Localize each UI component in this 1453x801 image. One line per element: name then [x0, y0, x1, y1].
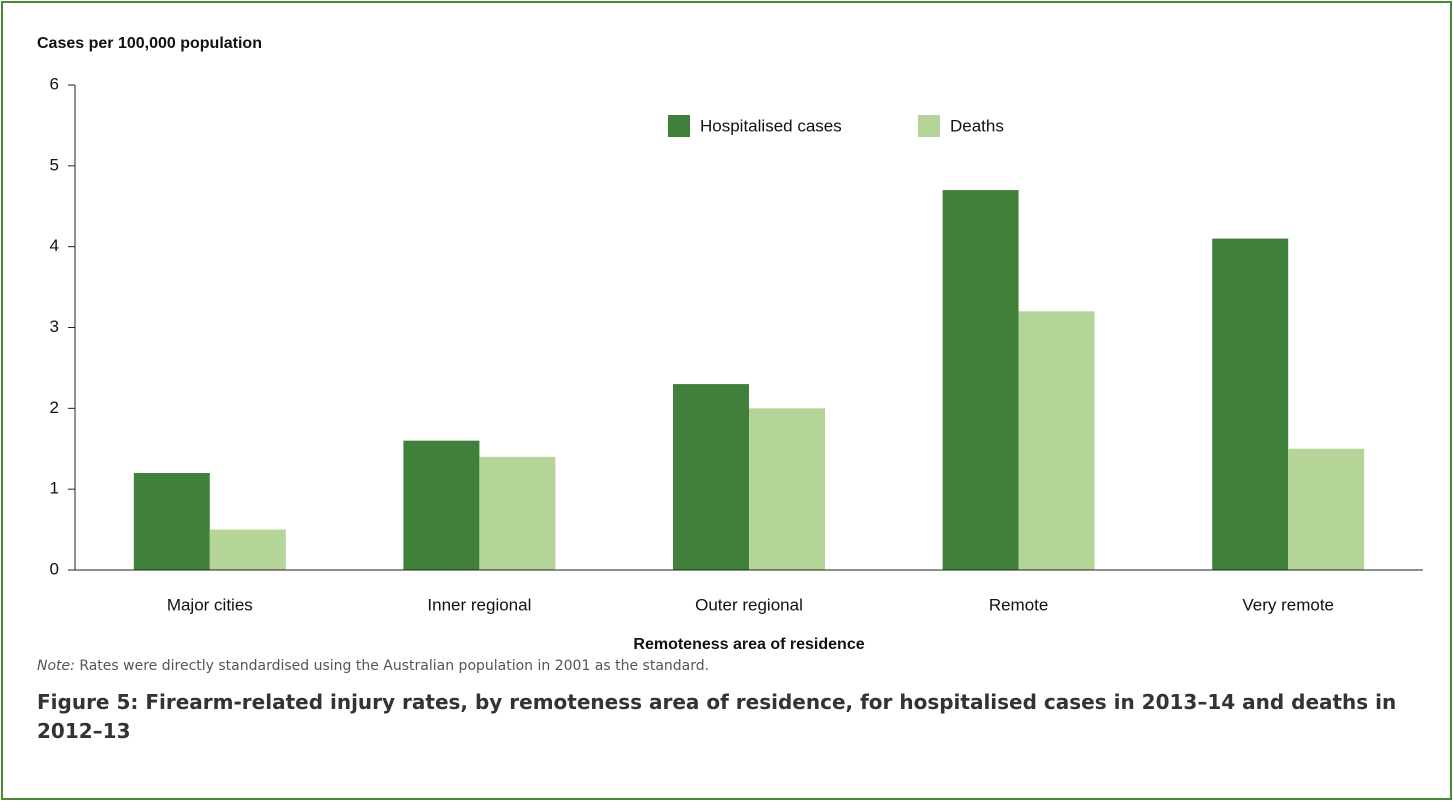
x-tick-label: Outer regional	[695, 595, 803, 614]
y-tick-label: 6	[50, 74, 59, 93]
chart: Cases per 100,000 population Remoteness …	[37, 35, 1423, 650]
y-tick-label: 0	[50, 559, 59, 578]
legend-swatch	[668, 115, 690, 137]
bar	[1018, 311, 1095, 570]
bar	[403, 440, 480, 570]
y-tick-label: 2	[50, 398, 59, 417]
note-label: Note:	[37, 658, 75, 674]
y-axis-label: Cases per 100,000 population	[37, 35, 262, 52]
x-tick-label: Remote	[989, 595, 1049, 614]
note-text: Rates were directly standardised using t…	[79, 658, 710, 674]
legend-label: Hospitalised cases	[700, 116, 842, 135]
caption: Figure 5: Firearm-related injury rates, …	[37, 690, 1397, 743]
y-tick-label: 1	[50, 479, 59, 498]
bar	[133, 473, 210, 570]
legend-swatch	[918, 115, 940, 137]
bar	[749, 408, 825, 570]
bar	[1288, 448, 1365, 570]
y-tick-label: 5	[50, 155, 59, 174]
bar	[1212, 238, 1289, 571]
note: Note: Rates were directly standardised u…	[37, 658, 709, 674]
x-tick-label: Major cities	[167, 595, 253, 614]
bar	[942, 190, 1019, 571]
x-tick-label: Inner regional	[427, 595, 531, 614]
y-tick-label: 3	[50, 317, 59, 336]
bar	[673, 384, 749, 570]
x-tick-label: Very remote	[1242, 595, 1334, 614]
x-axis-label: Remoteness area of residence	[633, 636, 864, 650]
legend-label: Deaths	[950, 116, 1004, 135]
y-tick-label: 4	[50, 236, 59, 255]
bar	[209, 529, 286, 570]
bar	[479, 456, 556, 570]
